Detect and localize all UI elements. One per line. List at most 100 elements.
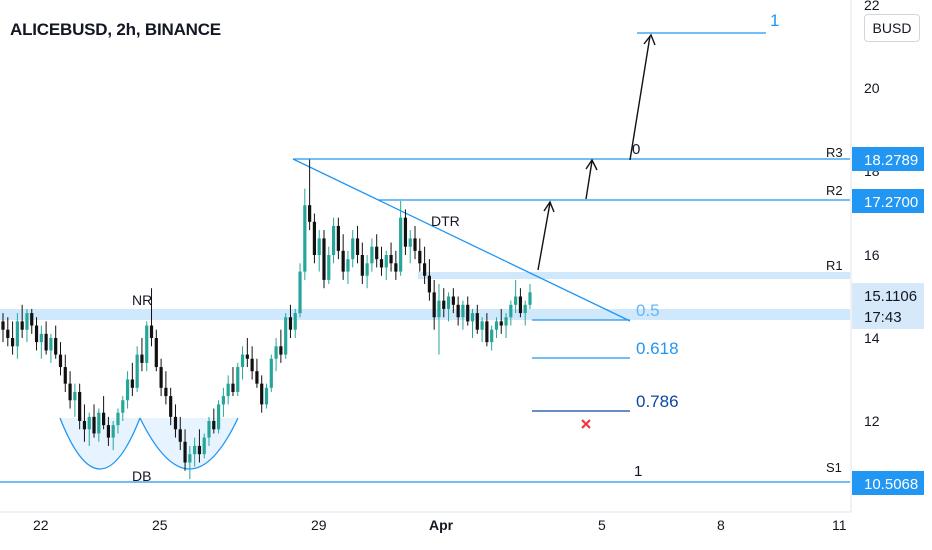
x-tick-5: 5 — [598, 517, 606, 533]
projection-arrows — [537, 33, 656, 271]
candle-body — [264, 387, 269, 405]
y-tick-16: 16 — [864, 247, 880, 263]
candle-body — [355, 238, 360, 255]
candle-body — [49, 338, 53, 351]
candle-body — [6, 329, 10, 338]
candle-body — [470, 313, 475, 322]
candle-body — [78, 391, 82, 421]
candle-body — [212, 421, 216, 430]
candle-body — [437, 300, 441, 318]
candlestick-series — [1, 159, 532, 480]
candle-body — [221, 396, 225, 405]
candle-body — [317, 238, 321, 255]
svg-text:17:43: 17:43 — [864, 309, 902, 326]
candle-body — [523, 304, 527, 314]
currency-button[interactable]: BUSD — [864, 14, 920, 42]
candle-body — [418, 250, 422, 264]
candle-body — [140, 354, 144, 363]
candle-body — [346, 259, 350, 272]
candle-body — [236, 367, 240, 392]
arrow-path-3 — [629, 35, 651, 161]
candle-body — [399, 217, 403, 272]
candle-body — [245, 354, 249, 359]
candle-body — [164, 387, 168, 397]
candle-body — [149, 325, 154, 338]
x-tick-11: 11 — [832, 517, 847, 533]
candle-body — [490, 329, 494, 343]
candle-body — [446, 296, 451, 309]
candle-body — [413, 238, 417, 251]
candle-body — [494, 321, 499, 330]
candle-body — [442, 300, 446, 309]
candle-body — [260, 383, 264, 405]
candle-body — [389, 255, 393, 264]
candle-body — [288, 317, 293, 330]
candle-body — [240, 354, 245, 368]
candle-body — [39, 333, 43, 343]
candle-body — [10, 338, 15, 347]
candle-body — [216, 404, 221, 430]
candle-body — [106, 425, 110, 438]
candle-body — [269, 358, 273, 388]
candle-body — [255, 371, 259, 384]
arrow-head-2 — [585, 158, 598, 171]
candle-body — [130, 379, 134, 388]
x-tick-29: 29 — [311, 517, 327, 533]
fib-label-0-786: 0.786 — [636, 392, 679, 411]
candle-body — [44, 333, 48, 351]
candle-body — [207, 421, 211, 438]
y-tick-20: 20 — [864, 80, 880, 96]
candle-body — [202, 437, 206, 455]
candle-body — [514, 296, 518, 305]
price-axis[interactable]: 22 20 18 16 14 12 18.2789 17.2700 15.110… — [850, 0, 932, 512]
candle-body — [331, 225, 336, 255]
descending-trendline[interactable] — [292, 158, 631, 322]
candle-body — [30, 313, 34, 326]
stop-loss-marker — [581, 419, 591, 429]
chart-title: ALICEBUSD, 2h, BINANCE — [10, 20, 221, 39]
candle-body — [322, 238, 326, 280]
candle-body — [145, 325, 149, 363]
candle-body — [135, 354, 139, 388]
candle-body — [121, 400, 125, 413]
arrow-path-1 — [537, 202, 551, 271]
candle-body — [518, 296, 523, 314]
candle-body — [125, 379, 130, 401]
fib-label-0-5: 0.5 — [636, 301, 660, 320]
candle-body — [360, 255, 364, 276]
candle-body — [159, 367, 163, 388]
candle-body — [365, 263, 369, 276]
candle-body — [423, 263, 427, 276]
candle-body — [87, 416, 91, 430]
x-tick-25: 25 — [152, 517, 168, 533]
svg-text:15.1106: 15.1106 — [864, 288, 917, 305]
candle-body — [226, 383, 230, 397]
time-axis[interactable]: 22 25 29 Apr 5 8 11 — [0, 511, 851, 533]
candle-body — [308, 205, 312, 222]
candle-body — [451, 296, 455, 305]
candle-body — [178, 429, 182, 442]
fib-label-0-618: 0.618 — [636, 339, 679, 358]
candle-body — [379, 259, 384, 268]
candle-body — [298, 271, 302, 314]
candle-body — [475, 313, 479, 330]
y-tick-12: 12 — [864, 413, 880, 429]
candle-body — [403, 217, 408, 247]
fib-label-0: 0 — [632, 141, 640, 158]
candle-body — [63, 367, 67, 384]
candle-body — [54, 338, 58, 355]
candle-body — [499, 321, 503, 326]
level-label-r2: R2 — [826, 183, 843, 198]
candle-body — [432, 292, 436, 318]
price-badge-s1: 10.5068 — [852, 471, 924, 495]
level-label-r1: R1 — [826, 258, 843, 273]
y-tick-14: 14 — [864, 330, 880, 346]
candle-body — [279, 346, 283, 355]
candle-body — [169, 396, 173, 417]
candle-body — [116, 412, 120, 426]
resistance-zone-r1 — [418, 272, 850, 279]
price-badge-r2: 17.2700 — [852, 189, 924, 213]
fib-label-1-bottom: 1 — [634, 463, 642, 480]
x-tick-apr: Apr — [429, 517, 454, 533]
